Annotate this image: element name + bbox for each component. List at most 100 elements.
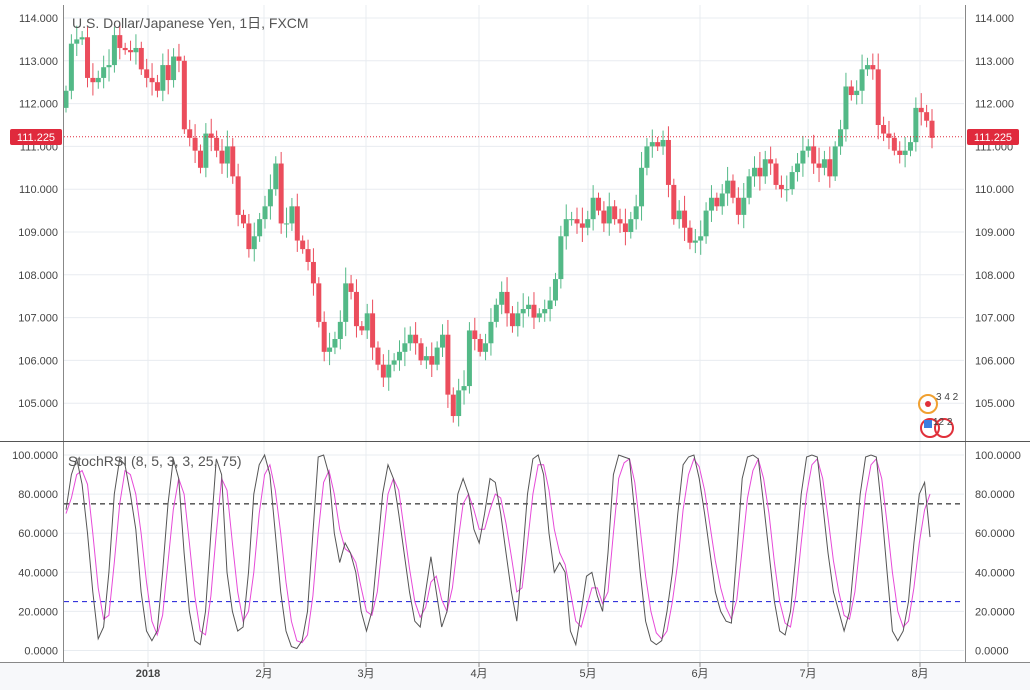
candle-body: [509, 313, 515, 327]
candle: [95, 70, 101, 89]
candle: [117, 22, 123, 60]
candle: [85, 26, 91, 88]
candle-body: [542, 309, 548, 314]
candle: [181, 55, 187, 134]
candle: [310, 248, 316, 296]
candle: [413, 322, 419, 355]
left-tick-label: 113.000: [19, 56, 58, 68]
candle-body: [628, 219, 634, 232]
right-tick-label: 112.000: [975, 99, 1014, 111]
candle-body: [725, 180, 731, 194]
price-pane[interactable]: [63, 22, 965, 427]
candle-body: [300, 240, 306, 250]
candle: [805, 139, 811, 158]
stoch-right-tick-label: 20.0000: [975, 606, 1015, 618]
right-tick-label: 114.000: [975, 13, 1014, 25]
stoch-right-tick-label: 40.0000: [975, 567, 1015, 579]
candle-body: [891, 137, 897, 151]
candle: [128, 40, 134, 61]
candle: [800, 135, 806, 177]
candle-body: [918, 107, 924, 113]
candle-body: [85, 37, 91, 78]
candle: [176, 43, 182, 73]
candle-body: [257, 219, 263, 237]
candle-body: [154, 82, 160, 91]
candle-body: [251, 236, 257, 250]
candle: [241, 209, 247, 229]
candle-body: [902, 150, 908, 155]
candle-body: [751, 167, 757, 177]
stochrsi-pane[interactable]: [64, 453, 964, 650]
candle: [144, 58, 150, 88]
candle-body: [106, 65, 112, 68]
right-tick-label: 110.000: [975, 184, 1014, 196]
candle-body: [165, 65, 171, 81]
candle-body: [838, 129, 844, 147]
left-tick-label: 110.000: [19, 184, 58, 196]
candle-body: [160, 65, 166, 91]
candle-body: [246, 223, 252, 250]
candle: [886, 120, 892, 150]
badge-bottom-text: 12 2: [933, 417, 953, 428]
candle: [897, 141, 903, 164]
candle-body: [176, 56, 182, 61]
candle-body: [111, 35, 117, 66]
candle-body: [708, 197, 714, 211]
candle-body: [310, 261, 316, 284]
candle: [267, 174, 273, 220]
time-label: 8月: [911, 668, 928, 680]
candle-body: [795, 163, 801, 173]
time-label: 2018: [136, 668, 160, 680]
candle: [751, 156, 757, 187]
candle: [289, 197, 295, 231]
candle: [370, 299, 376, 360]
candle-body: [499, 291, 505, 305]
broker-badge-icon-2[interactable]: 12 2: [920, 417, 954, 438]
candle-body: [370, 313, 376, 348]
candle-body: [337, 321, 343, 339]
candle-body: [864, 65, 870, 70]
candle: [730, 174, 736, 204]
candle-body: [396, 351, 402, 361]
candle: [698, 220, 704, 255]
candle: [488, 308, 494, 356]
candle: [671, 178, 677, 225]
candle: [515, 301, 521, 337]
candle-body: [703, 210, 709, 237]
badge-top-text: 3 4 2: [936, 392, 959, 403]
candle: [262, 195, 268, 229]
candle-body: [456, 390, 462, 417]
candle: [353, 279, 359, 338]
broker-badge-icon-1[interactable]: 3 4 2: [918, 392, 959, 414]
candle-body: [230, 146, 236, 177]
candle-body: [187, 129, 193, 138]
candle: [821, 150, 827, 176]
candle: [628, 211, 634, 239]
candle-body: [552, 279, 558, 301]
candle: [300, 235, 306, 254]
candle-body: [450, 394, 456, 417]
candle: [440, 324, 446, 357]
candle-body: [138, 47, 144, 70]
right-price-axis[interactable]: 114.000113.000112.000111.000110.000109.0…: [975, 13, 1021, 658]
candle: [773, 158, 779, 190]
candle: [639, 151, 645, 221]
candle: [644, 138, 650, 176]
time-axis[interactable]: 2018 2月 3月 4月 5月 6月 7月 8月: [136, 662, 929, 680]
candle: [547, 286, 553, 322]
candle: [208, 118, 214, 152]
candle-body: [284, 223, 290, 225]
last-price-left-text: 111.225: [17, 132, 55, 144]
candle: [305, 239, 311, 271]
candle-body: [214, 137, 220, 151]
candle: [348, 275, 354, 300]
time-label: 3月: [357, 668, 374, 680]
candle-body: [735, 197, 741, 215]
left-tick-label: 109.000: [18, 227, 58, 239]
candle-body: [493, 304, 499, 322]
candle-body: [461, 386, 467, 391]
candle-body: [671, 184, 677, 220]
candle-body: [762, 159, 768, 177]
candle-body: [380, 364, 386, 378]
